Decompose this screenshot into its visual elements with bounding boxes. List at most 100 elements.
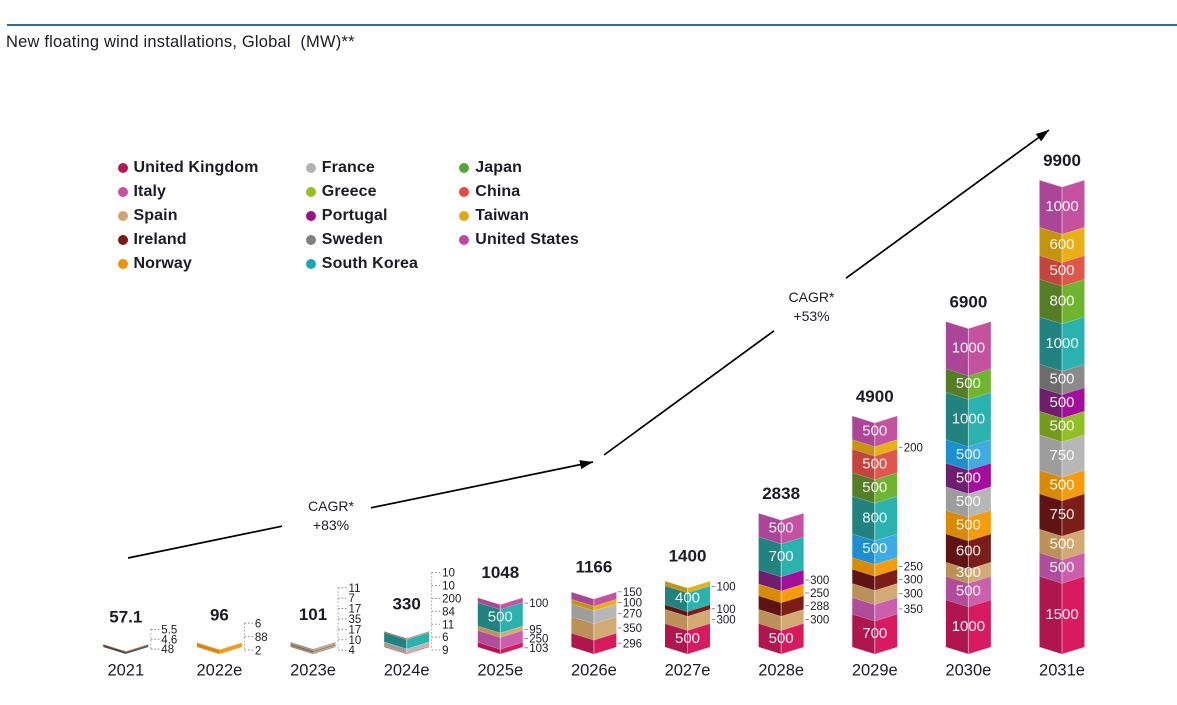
x-axis-label: 2027e	[665, 662, 711, 680]
cagr-arrow-line	[845, 129, 1050, 279]
bar-segment-2029e-us-left	[852, 415, 875, 447]
bar-segment-2025e-uk-right	[500, 642, 523, 654]
bar-segment-2024e-us-left	[384, 631, 407, 639]
cagr-arrow-line	[370, 461, 594, 509]
legend-item-japan: Japan	[459, 156, 522, 180]
callout-value-label: 250	[529, 634, 548, 646]
bar-segment-2026e-france-right	[593, 603, 617, 624]
bar-segment-2028e-south_korea-right	[781, 536, 804, 577]
bar-total-label: 1048	[481, 563, 519, 582]
bar-segment-2030e-uk-right	[968, 599, 991, 654]
bar-segment-2029e-taiwan-right	[874, 439, 898, 456]
bar-segment-2030e-portugal-right	[968, 463, 991, 494]
legend-label: United States	[475, 230, 579, 248]
callout-value-label: 100	[717, 582, 736, 594]
bar-segment-2024e-japan-right	[406, 631, 430, 640]
segment-value-label: 500	[1049, 559, 1074, 576]
bar-segment-2030e-portugal-left	[945, 463, 969, 494]
x-axis-label: 2025e	[477, 662, 523, 680]
callout-value-label: 296	[623, 638, 642, 650]
segment-value-label: 750	[1049, 506, 1074, 523]
segment-value-label: 500	[1049, 477, 1074, 494]
segment-value-label: 500	[675, 630, 700, 647]
bar-segment-2031e-uk-right	[1062, 576, 1085, 654]
bar-segment-2030e-japan-left	[945, 368, 969, 400]
cagr-annotation-line2: +53%	[793, 308, 829, 324]
callout-value-label: 9	[442, 645, 448, 657]
bar-segment-2030e-ireland-right	[968, 533, 991, 570]
callout-value-label: 35	[349, 614, 362, 626]
cagr-annotation-line2: +83%	[313, 517, 349, 533]
segment-value-label: 400	[675, 590, 700, 607]
callout-value-label: 95	[529, 624, 542, 636]
bar-segment-2028e-spain-left	[758, 609, 782, 631]
bar-segment-2024e-south_korea-left	[384, 632, 407, 649]
bar-segment-2029e-us-right	[874, 415, 898, 447]
bar-segment-2031e-norway-right	[1062, 470, 1085, 501]
callout-value-label: 4.6	[161, 634, 177, 646]
bar-segment-2030e-us-left	[945, 321, 969, 376]
bar-segment-2029e-ireland-left	[852, 569, 875, 591]
bar-segment-2028e-spain-right	[781, 609, 804, 631]
bar-segment-2024e-uk-right	[406, 646, 430, 654]
bar-segment-2021-dark_alt-right	[125, 644, 149, 654]
segment-value-label: 800	[862, 510, 887, 527]
bar-segment-2029e-uk-right	[874, 613, 898, 654]
bar-segment-2030e-france-left	[945, 486, 969, 518]
bar-segment-2028e-uk-left	[758, 623, 782, 654]
bar-segment-2030e-japan-right	[968, 368, 991, 400]
legend-label: Norway	[133, 254, 192, 272]
bar-segment-2029e-south_korea-right	[874, 496, 898, 541]
bar-segment-2025e-italy-left	[477, 630, 501, 650]
legend-label: United Kingdom	[133, 159, 259, 177]
bar-segment-2023e-china-right	[313, 642, 336, 650]
callout-value-label: 6	[255, 618, 261, 630]
bar-segment-2028e-portugal-right	[781, 569, 804, 591]
bar-segment-2026e-taiwan-right	[593, 599, 617, 611]
bar-segment-2026e-france-left	[571, 603, 594, 624]
bar-segment-2023e-japan-left	[290, 642, 314, 651]
callout-value-label: 10	[442, 581, 455, 593]
bar-segment-2031e-us-left	[1039, 180, 1062, 235]
bar-segment-2028e-uk-right	[781, 623, 804, 654]
cagr-arrow-head	[1035, 130, 1049, 142]
bar-segment-2031e-italy-right	[1062, 552, 1085, 584]
x-axis-label: 2028e	[758, 662, 804, 680]
bar-segment-2030e-spain-left	[945, 562, 969, 584]
segment-value-label: 500	[1049, 394, 1074, 411]
legend-dot-ireland	[117, 234, 128, 245]
bar-segment-2030e-norway-right	[968, 510, 991, 541]
legend-item-south-korea: South Korea	[305, 252, 418, 276]
cagr-annotation-line1: CAGR*	[789, 289, 835, 305]
callout-value-label: 88	[255, 632, 268, 644]
segment-value-label: 500	[862, 479, 887, 496]
segment-value-label: 500	[862, 455, 887, 472]
segment-value-label: 500	[956, 517, 981, 534]
bar-segment-2025e-us-right	[500, 597, 523, 610]
legend-item-united-kingdom: United Kingdom	[117, 156, 259, 180]
bar-segment-2031e-greece-left	[1039, 411, 1062, 442]
bar-total-label: 1400	[669, 546, 707, 565]
bar-segment-2027e-ireland-right	[687, 604, 711, 617]
bar-segment-2026e-us-left	[571, 591, 594, 607]
bar-segment-2030e-france-right	[968, 486, 991, 518]
legend-dot-spain	[117, 210, 128, 221]
bar-segment-2030e-blue_alt-left	[945, 439, 969, 471]
bar-segment-2022e-norway-right	[219, 642, 242, 654]
bar-total-label: 6900	[949, 293, 987, 312]
cagr-arrow-line	[603, 330, 775, 456]
legend-item-taiwan: Taiwan	[459, 204, 529, 228]
segment-value-label: 800	[1049, 293, 1074, 310]
bar-segment-2027e-south_korea-right	[687, 585, 711, 612]
callout-value-label: 200	[904, 442, 923, 454]
bar-segment-2028e-us-left	[758, 513, 782, 544]
legend-dot-us	[459, 234, 470, 245]
segment-value-label: 500	[956, 583, 981, 600]
callout-value-label: 100	[623, 598, 642, 610]
bar-total-label: 9900	[1043, 151, 1081, 170]
cagr-annotation-line1: CAGR*	[308, 498, 354, 514]
bar-segment-2029e-south_korea-left	[852, 496, 875, 541]
cagr-arrow-line	[127, 525, 283, 559]
bar-segment-2029e-spain-left	[852, 583, 875, 605]
